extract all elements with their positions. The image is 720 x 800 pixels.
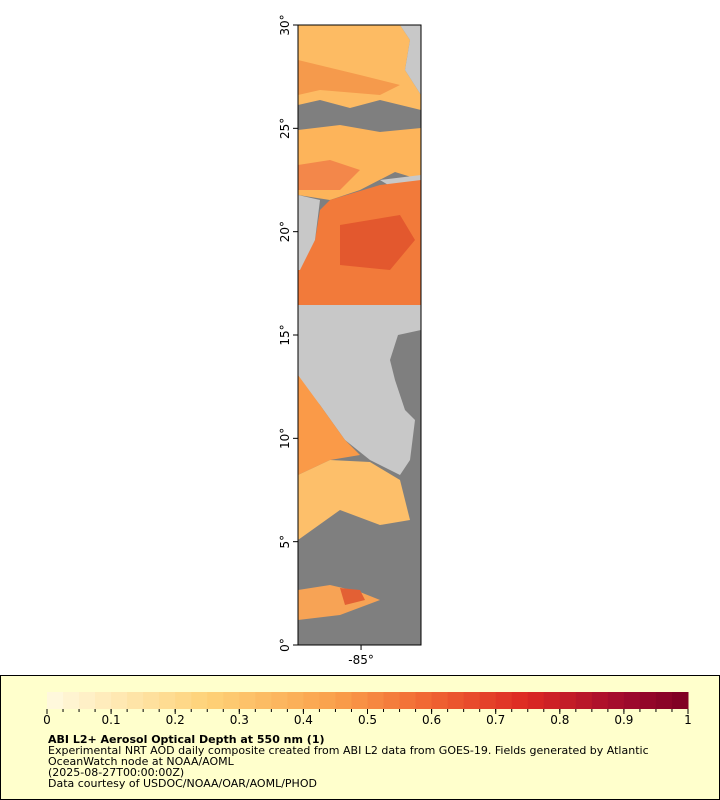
colorbar-tick-label: 0.3 [230, 713, 249, 727]
colorbar-step [63, 692, 80, 709]
lat-tick-label: 5° [278, 535, 292, 549]
lat-tick-label: 30° [278, 14, 292, 35]
colorbar-step [239, 692, 256, 709]
aod-area [340, 588, 365, 605]
caption-line: (2025-08-27T00:00:00Z) [48, 766, 184, 779]
colorbar-step [479, 692, 497, 709]
lat-tick-label: 10° [278, 428, 292, 449]
colorbar-step [111, 692, 128, 709]
colorbar-tick-label: 0.1 [102, 713, 121, 727]
colorbar-step [335, 692, 352, 709]
colorbar-step [383, 692, 401, 709]
colorbar-step [319, 692, 336, 709]
lat-tick-label: 25° [278, 118, 292, 139]
caption-line: Experimental NRT AOD daily composite cre… [48, 744, 649, 757]
colorbar-step [47, 692, 64, 709]
colorbar-tick-label: 0.9 [614, 713, 633, 727]
colorbar-step [223, 692, 240, 709]
caption-line: Data courtesy of USDOC/NOAA/OAR/AOML/PHO… [48, 777, 317, 790]
aod-area [298, 160, 360, 190]
colorbar-step [303, 692, 320, 709]
colorbar-tick-label: 0.7 [486, 713, 505, 727]
colorbar-step [671, 692, 689, 709]
colorbar-step [351, 692, 368, 709]
lon-tick-label: -85° [348, 653, 374, 667]
land [298, 195, 320, 270]
colorbar-step [575, 692, 593, 709]
colorbar-tick-label: 0.2 [166, 713, 185, 727]
aod-area [340, 215, 415, 270]
aod-area [298, 460, 410, 540]
colorbar-step [255, 692, 272, 709]
aod-area [298, 60, 400, 95]
colorbar-step [191, 692, 208, 709]
colorbar-step [639, 692, 657, 709]
colorbar-tick-label: 0.8 [550, 713, 569, 727]
colorbar-step [607, 692, 625, 709]
caption-line: OceanWatch node at NOAA/AOML [48, 755, 235, 768]
colorbar-step [415, 692, 433, 709]
aod-area [298, 375, 360, 475]
lat-tick-label: 15° [278, 324, 292, 345]
colorbar-step [287, 692, 304, 709]
land [400, 25, 421, 95]
colorbar-step [271, 692, 288, 709]
colorbar-step [511, 692, 529, 709]
colorbar-step [591, 692, 609, 709]
colorbar-tick-label: 0 [43, 713, 51, 727]
colorbar-step [431, 692, 449, 709]
caption-title: ABI L2+ Aerosol Optical Depth at 550 nm … [48, 733, 325, 746]
colorbar-step [175, 692, 192, 709]
colorbar-step [543, 692, 561, 709]
colorbar-tick-label: 0.5 [358, 713, 377, 727]
colorbar-tick-label: 0.6 [422, 713, 441, 727]
colorbar-tick-label: 0.4 [294, 713, 313, 727]
colorbar-step [159, 692, 176, 709]
colorbar-step [95, 692, 112, 709]
colorbar-tick-label: 1 [684, 713, 692, 727]
colorbar-step [399, 692, 417, 709]
colorbar-step [527, 692, 545, 709]
colorbar-step [447, 692, 465, 709]
map-image [297, 24, 422, 646]
colorbar-step [207, 692, 224, 709]
colorbar-step [463, 692, 481, 709]
lat-tick-label: 0° [278, 638, 292, 652]
colorbar-step [127, 692, 144, 709]
colorbar-step [623, 692, 641, 709]
colorbar-step [495, 692, 513, 709]
colorbar-step [143, 692, 160, 709]
colorbar-step [367, 692, 385, 709]
colorbar-step [79, 692, 96, 709]
land [298, 305, 421, 475]
colorbar-step [559, 692, 577, 709]
lat-tick-label: 20° [278, 221, 292, 242]
colorbar-step [655, 692, 673, 709]
